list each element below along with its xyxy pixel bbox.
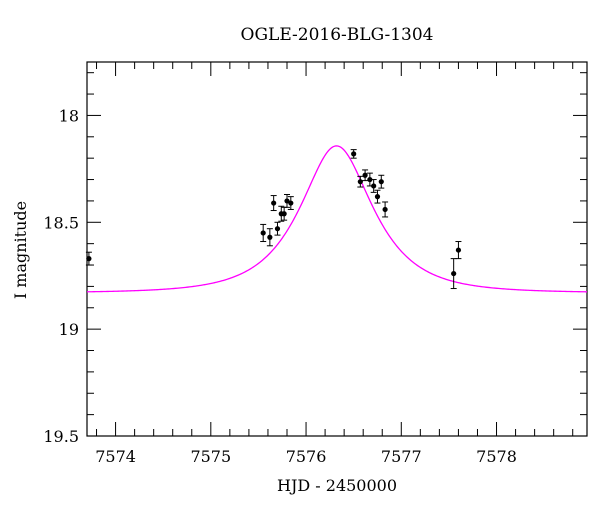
data-point [284, 194, 290, 208]
data-point [266, 228, 273, 247]
point-marker [382, 206, 388, 213]
y-tick-label: 19 [59, 320, 79, 339]
data-point [274, 221, 281, 236]
model-curve-layer [86, 145, 588, 293]
data-point [370, 179, 377, 193]
data-point [281, 206, 288, 221]
data-point [287, 196, 294, 210]
y-axis-ticks: 18 18.5 19 19.5 [43, 72, 587, 446]
point-marker [274, 226, 281, 232]
data-point [357, 175, 364, 188]
x-tick-label: 7578 [476, 447, 517, 466]
data-point [270, 195, 277, 212]
point-marker [260, 230, 266, 236]
chart-title: OGLE-2016-BLG-1304 [241, 25, 434, 45]
point-marker [267, 234, 273, 240]
x-tick-label: 7576 [286, 447, 327, 466]
data-point [374, 189, 381, 204]
point-marker [281, 211, 287, 217]
point-marker [351, 151, 357, 157]
plot-border [86, 61, 588, 437]
data-point [366, 172, 373, 187]
point-marker [371, 183, 377, 189]
point-marker [378, 179, 384, 185]
data-point [450, 258, 457, 290]
model-curve [86, 145, 588, 293]
y-tick-label: 18 [59, 106, 79, 125]
point-marker [374, 194, 381, 200]
point-marker [288, 200, 294, 206]
x-axis-label: HJD - 2450000 [277, 476, 397, 495]
x-tick-label: 7575 [190, 447, 231, 466]
point-marker [86, 256, 92, 262]
point-marker [357, 179, 363, 185]
point-marker [367, 176, 373, 183]
point-marker [271, 200, 277, 206]
x-tick-label: 7577 [381, 447, 422, 466]
plot-frame [86, 61, 588, 437]
point-marker [451, 270, 457, 277]
data-point [455, 241, 462, 260]
y-axis-label: I magnitude [11, 201, 30, 299]
point-marker [284, 198, 290, 204]
data-point [362, 169, 369, 182]
data-point [260, 223, 267, 243]
data-point [378, 174, 385, 189]
x-axis-ticks: 7574 7575 7576 7577 7578 [95, 62, 574, 466]
x-tick-label: 7574 [95, 447, 136, 466]
y-tick-label: 18.5 [43, 213, 79, 232]
data-point [382, 201, 389, 218]
point-marker [362, 172, 368, 178]
y-tick-label: 19.5 [43, 427, 79, 446]
data-points-layer [85, 149, 462, 290]
data-point [350, 149, 357, 159]
point-marker [455, 247, 462, 253]
